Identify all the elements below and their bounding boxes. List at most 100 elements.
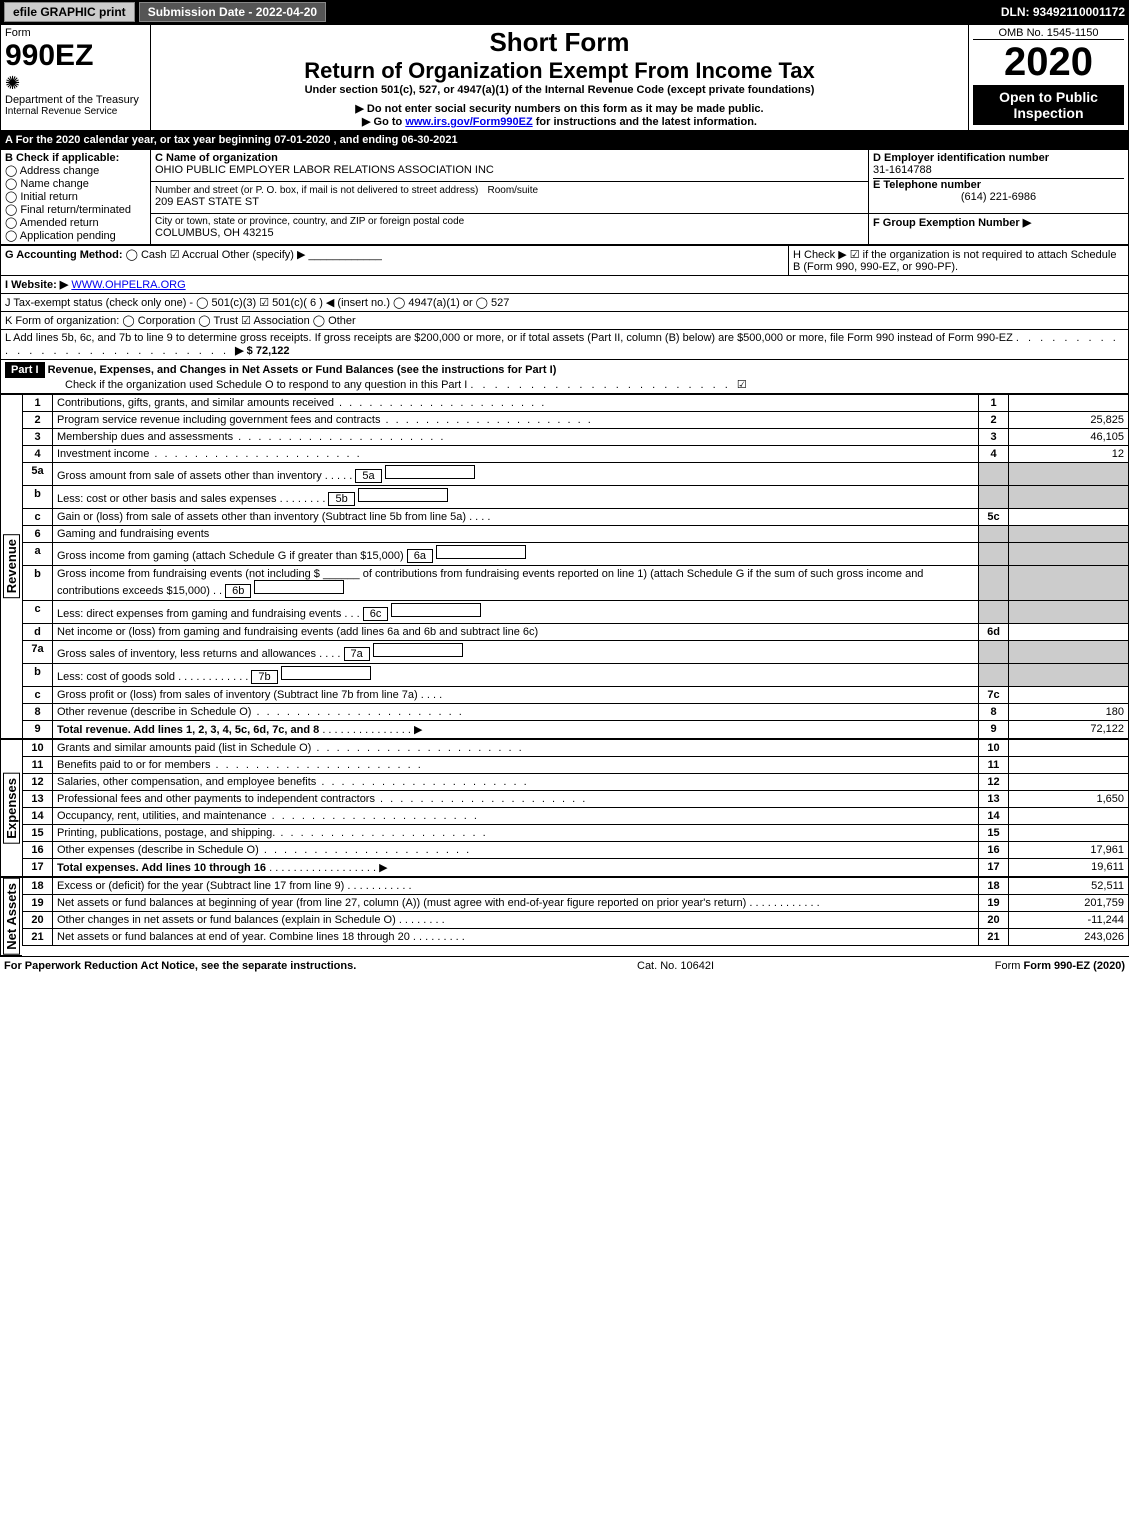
main-title: Return of Organization Exempt From Incom…	[155, 58, 964, 84]
box-2: 2	[979, 412, 1009, 429]
form-ref: Form Form 990-EZ (2020)	[995, 960, 1125, 972]
g-cash[interactable]: ◯ Cash	[126, 249, 167, 261]
ln-8: 8	[23, 704, 53, 721]
box-7b-shade	[979, 664, 1009, 687]
form-word: Form	[5, 27, 146, 39]
desc-19: Net assets or fund balances at beginning…	[57, 897, 746, 909]
desc-15: Printing, publications, postage, and shi…	[57, 827, 275, 839]
amt-8: 180	[1009, 704, 1129, 721]
ln-21: 21	[23, 929, 53, 946]
website-link[interactable]: WWW.OHPELRA.ORG	[71, 279, 185, 291]
ln-3: 3	[23, 429, 53, 446]
amt-6c-shade	[1009, 601, 1129, 624]
desc-5a: Gross amount from sale of assets other t…	[57, 470, 322, 482]
opt-final-return[interactable]: ◯ Final return/terminated	[5, 203, 146, 216]
arrow-17: ▶	[379, 862, 387, 874]
netassets-vertical-label: Net Assets	[3, 878, 20, 955]
box-14: 14	[979, 808, 1009, 825]
box-16: 16	[979, 842, 1009, 859]
expenses-vertical-label: Expenses	[3, 773, 20, 844]
box-8: 8	[979, 704, 1009, 721]
desc-2: Program service revenue including govern…	[57, 414, 380, 426]
ln-15: 15	[23, 825, 53, 842]
box-21: 21	[979, 929, 1009, 946]
opt-application-pending[interactable]: ◯ Application pending	[5, 229, 146, 242]
ln-7c: c	[23, 687, 53, 704]
city-state-zip: COLUMBUS, OH 43215	[155, 227, 864, 239]
opt-amended-return[interactable]: ◯ Amended return	[5, 216, 146, 229]
desc-12: Salaries, other compensation, and employ…	[57, 776, 316, 788]
desc-11: Benefits paid to or for members	[57, 759, 210, 771]
part1-title: Revenue, Expenses, and Changes in Net As…	[48, 364, 557, 376]
ssn-warning: ▶ Do not enter social security numbers o…	[155, 102, 964, 115]
opt-initial-return[interactable]: ◯ Initial return	[5, 190, 146, 203]
subamt-5a	[385, 465, 475, 479]
desc-7b: Less: cost of goods sold	[57, 671, 175, 683]
c-label: C Name of organization	[155, 152, 864, 164]
irs-label: Internal Revenue Service	[5, 106, 146, 117]
amt-12	[1009, 774, 1129, 791]
under-section: Under section 501(c), 527, or 4947(a)(1)…	[155, 84, 964, 96]
ln-4: 4	[23, 446, 53, 463]
line-k: K Form of organization: ◯ Corporation ◯ …	[0, 312, 1129, 330]
amt-11	[1009, 757, 1129, 774]
amt-3: 46,105	[1009, 429, 1129, 446]
box-6-shade	[979, 526, 1009, 543]
amt-1	[1009, 395, 1129, 412]
addr-label: Number and street (or P. O. box, if mail…	[155, 185, 478, 196]
desc-6: Gaming and fundraising events	[53, 526, 979, 543]
room-label: Room/suite	[487, 185, 538, 196]
e-label: E Telephone number	[873, 178, 1124, 191]
dept-treasury: Department of the Treasury	[5, 94, 146, 106]
ln-5c: c	[23, 509, 53, 526]
desc-3: Membership dues and assessments	[57, 431, 233, 443]
amt-17: 19,611	[1009, 859, 1129, 877]
ln-7b: b	[23, 664, 53, 687]
amt-21: 243,026	[1009, 929, 1129, 946]
ln-11: 11	[23, 757, 53, 774]
subamt-7a	[373, 643, 463, 657]
ln-14: 14	[23, 808, 53, 825]
opt-address-change[interactable]: ◯ Address change	[5, 164, 146, 177]
amt-10	[1009, 740, 1129, 757]
g-label: G Accounting Method:	[5, 249, 123, 261]
d-label: D Employer identification number	[873, 152, 1124, 164]
sub-6c: 6c	[363, 607, 389, 621]
amt-20: -11,244	[1009, 912, 1129, 929]
amt-6b-shade	[1009, 566, 1129, 601]
desc-8: Other revenue (describe in Schedule O)	[57, 706, 251, 718]
amt-6-shade	[1009, 526, 1129, 543]
efile-print-button[interactable]: efile GRAPHIC print	[4, 2, 135, 22]
form-number: 990EZ	[5, 39, 146, 73]
desc-18: Excess or (deficit) for the year (Subtra…	[57, 880, 344, 892]
part1-tag: Part I	[5, 362, 45, 378]
desc-6d: Net income or (loss) from gaming and fun…	[53, 624, 979, 641]
ln-12: 12	[23, 774, 53, 791]
ln-9: 9	[23, 721, 53, 739]
sub-6b: 6b	[225, 584, 251, 598]
page-footer: For Paperwork Reduction Act Notice, see …	[0, 956, 1129, 975]
netassets-table: 18Excess or (deficit) for the year (Subt…	[22, 877, 1129, 946]
irs-link[interactable]: www.irs.gov/Form990EZ	[405, 116, 532, 128]
sub-6a: 6a	[407, 549, 433, 563]
identity-block: B Check if applicable: ◯ Address change …	[0, 149, 1129, 245]
phone: (614) 221-6986	[873, 191, 1124, 203]
box-7a-shade	[979, 641, 1009, 664]
desc-10: Grants and similar amounts paid (list in…	[57, 742, 311, 754]
box-6b-shade	[979, 566, 1009, 601]
box-5a-shade	[979, 463, 1009, 486]
amt-6a-shade	[1009, 543, 1129, 566]
g-other[interactable]: Other (specify) ▶	[222, 249, 306, 261]
desc-21: Net assets or fund balances at end of ye…	[57, 931, 410, 943]
part1-checkbox[interactable]: ☑	[737, 379, 747, 391]
g-accrual[interactable]: ☑ Accrual	[170, 249, 219, 261]
ln-6a: a	[23, 543, 53, 566]
box-7c: 7c	[979, 687, 1009, 704]
opt-name-change[interactable]: ◯ Name change	[5, 177, 146, 190]
desc-6a: Gross income from gaming (attach Schedul…	[57, 550, 404, 562]
amt-7c	[1009, 687, 1129, 704]
box-5b-shade	[979, 486, 1009, 509]
desc-7a: Gross sales of inventory, less returns a…	[57, 648, 316, 660]
sub-5a: 5a	[355, 469, 381, 483]
line-a: A For the 2020 calendar year, or tax yea…	[0, 131, 1129, 149]
